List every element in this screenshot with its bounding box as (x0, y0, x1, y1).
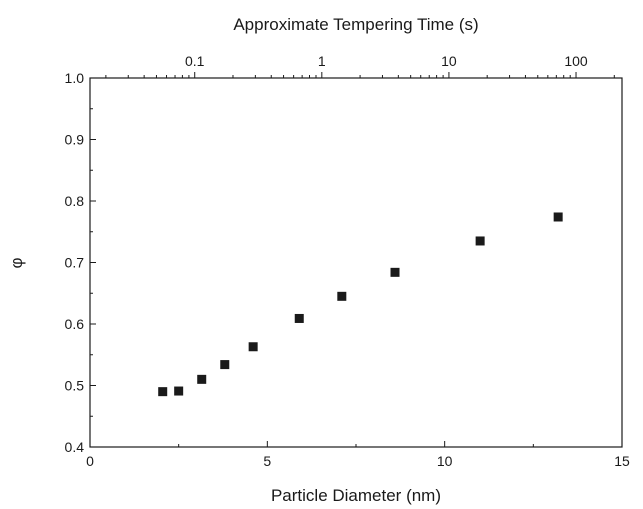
data-point (220, 360, 230, 370)
top-axis-title: Approximate Tempering Time (s) (233, 15, 478, 34)
plot-frame (89, 77, 623, 448)
y-tick-label: 1.0 (65, 70, 85, 86)
top-tick-label: 100 (564, 53, 588, 69)
y-tick-label: 0.9 (65, 132, 85, 148)
x-tick-label: 10 (437, 453, 453, 469)
data-point (337, 291, 347, 301)
y-tick-label: 0.8 (65, 193, 85, 209)
data-point (294, 313, 304, 323)
y-tick-label: 0.6 (65, 316, 85, 332)
y-tick-label: 0.4 (65, 439, 85, 455)
data-point (475, 236, 485, 246)
data-point (197, 374, 207, 384)
top-tick-label: 10 (441, 53, 457, 69)
x-tick-label: 0 (86, 453, 94, 469)
data-point (553, 212, 563, 222)
data-point (174, 386, 184, 396)
axis-ticks (89, 72, 623, 448)
data-points (158, 212, 563, 397)
top-tick-label: 1 (318, 53, 326, 69)
x-axis-title: Particle Diameter (nm) (271, 486, 441, 505)
y-tick-label: 0.7 (65, 255, 85, 271)
axis-tick-labels: 0 5 10 15 0.4 0.5 0.6 0.7 0.8 0.9 1.0 0.1 1 10 100 (65, 53, 630, 469)
x-tick-label: 15 (614, 453, 630, 469)
y-tick-label: 0.5 (65, 378, 85, 394)
data-point (390, 267, 400, 277)
top-tick-label: 0.1 (185, 53, 205, 69)
x-tick-label: 5 (263, 453, 271, 469)
data-point (248, 342, 258, 352)
y-axis-title: φ (7, 257, 26, 268)
data-point (158, 387, 168, 397)
